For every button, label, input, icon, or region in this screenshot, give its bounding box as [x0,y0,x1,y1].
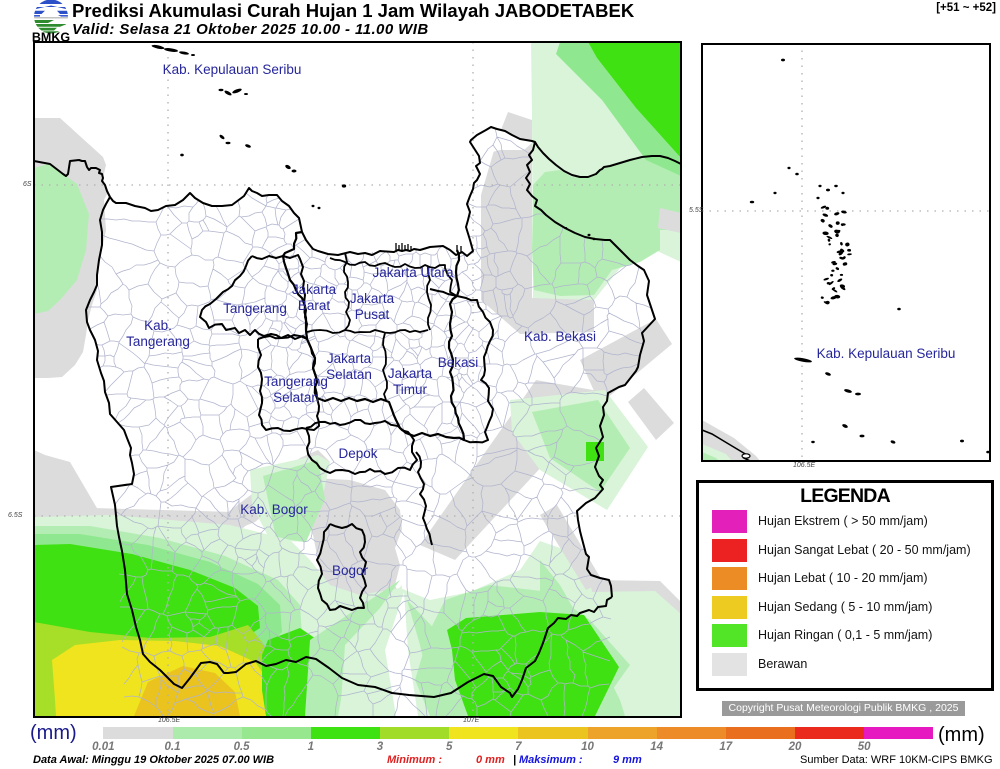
svg-text:Tangerang: Tangerang [126,334,190,349]
svg-text:Kab. Bogor: Kab. Bogor [240,502,308,517]
svg-text:Jakarta: Jakarta [388,366,433,381]
svg-text:Selatan: Selatan [273,390,319,405]
svg-text:Jakarta: Jakarta [350,291,395,306]
svg-text:Kab. Kepulauan Seribu: Kab. Kepulauan Seribu [163,62,302,77]
svg-text:Bekasi: Bekasi [438,355,479,370]
svg-text:Barat: Barat [298,298,331,313]
svg-text:Kab. Kepulauan Seribu: Kab. Kepulauan Seribu [817,346,956,361]
svg-text:Selatan: Selatan [326,367,372,382]
svg-text:Tangerang: Tangerang [223,301,287,316]
svg-text:Jakarta: Jakarta [292,282,337,297]
svg-text:Depok: Depok [338,446,377,461]
svg-text:Pusat: Pusat [355,307,390,322]
svg-text:Timur: Timur [393,382,427,397]
svg-text:Jakarta: Jakarta [327,351,372,366]
svg-text:Tangerang: Tangerang [264,374,328,389]
svg-text:Jakarta Utara: Jakarta Utara [372,265,454,280]
svg-text:Kab.: Kab. [144,318,172,333]
svg-text:Kab. Bekasi: Kab. Bekasi [524,329,596,344]
svg-text:Bogor: Bogor [332,563,369,578]
